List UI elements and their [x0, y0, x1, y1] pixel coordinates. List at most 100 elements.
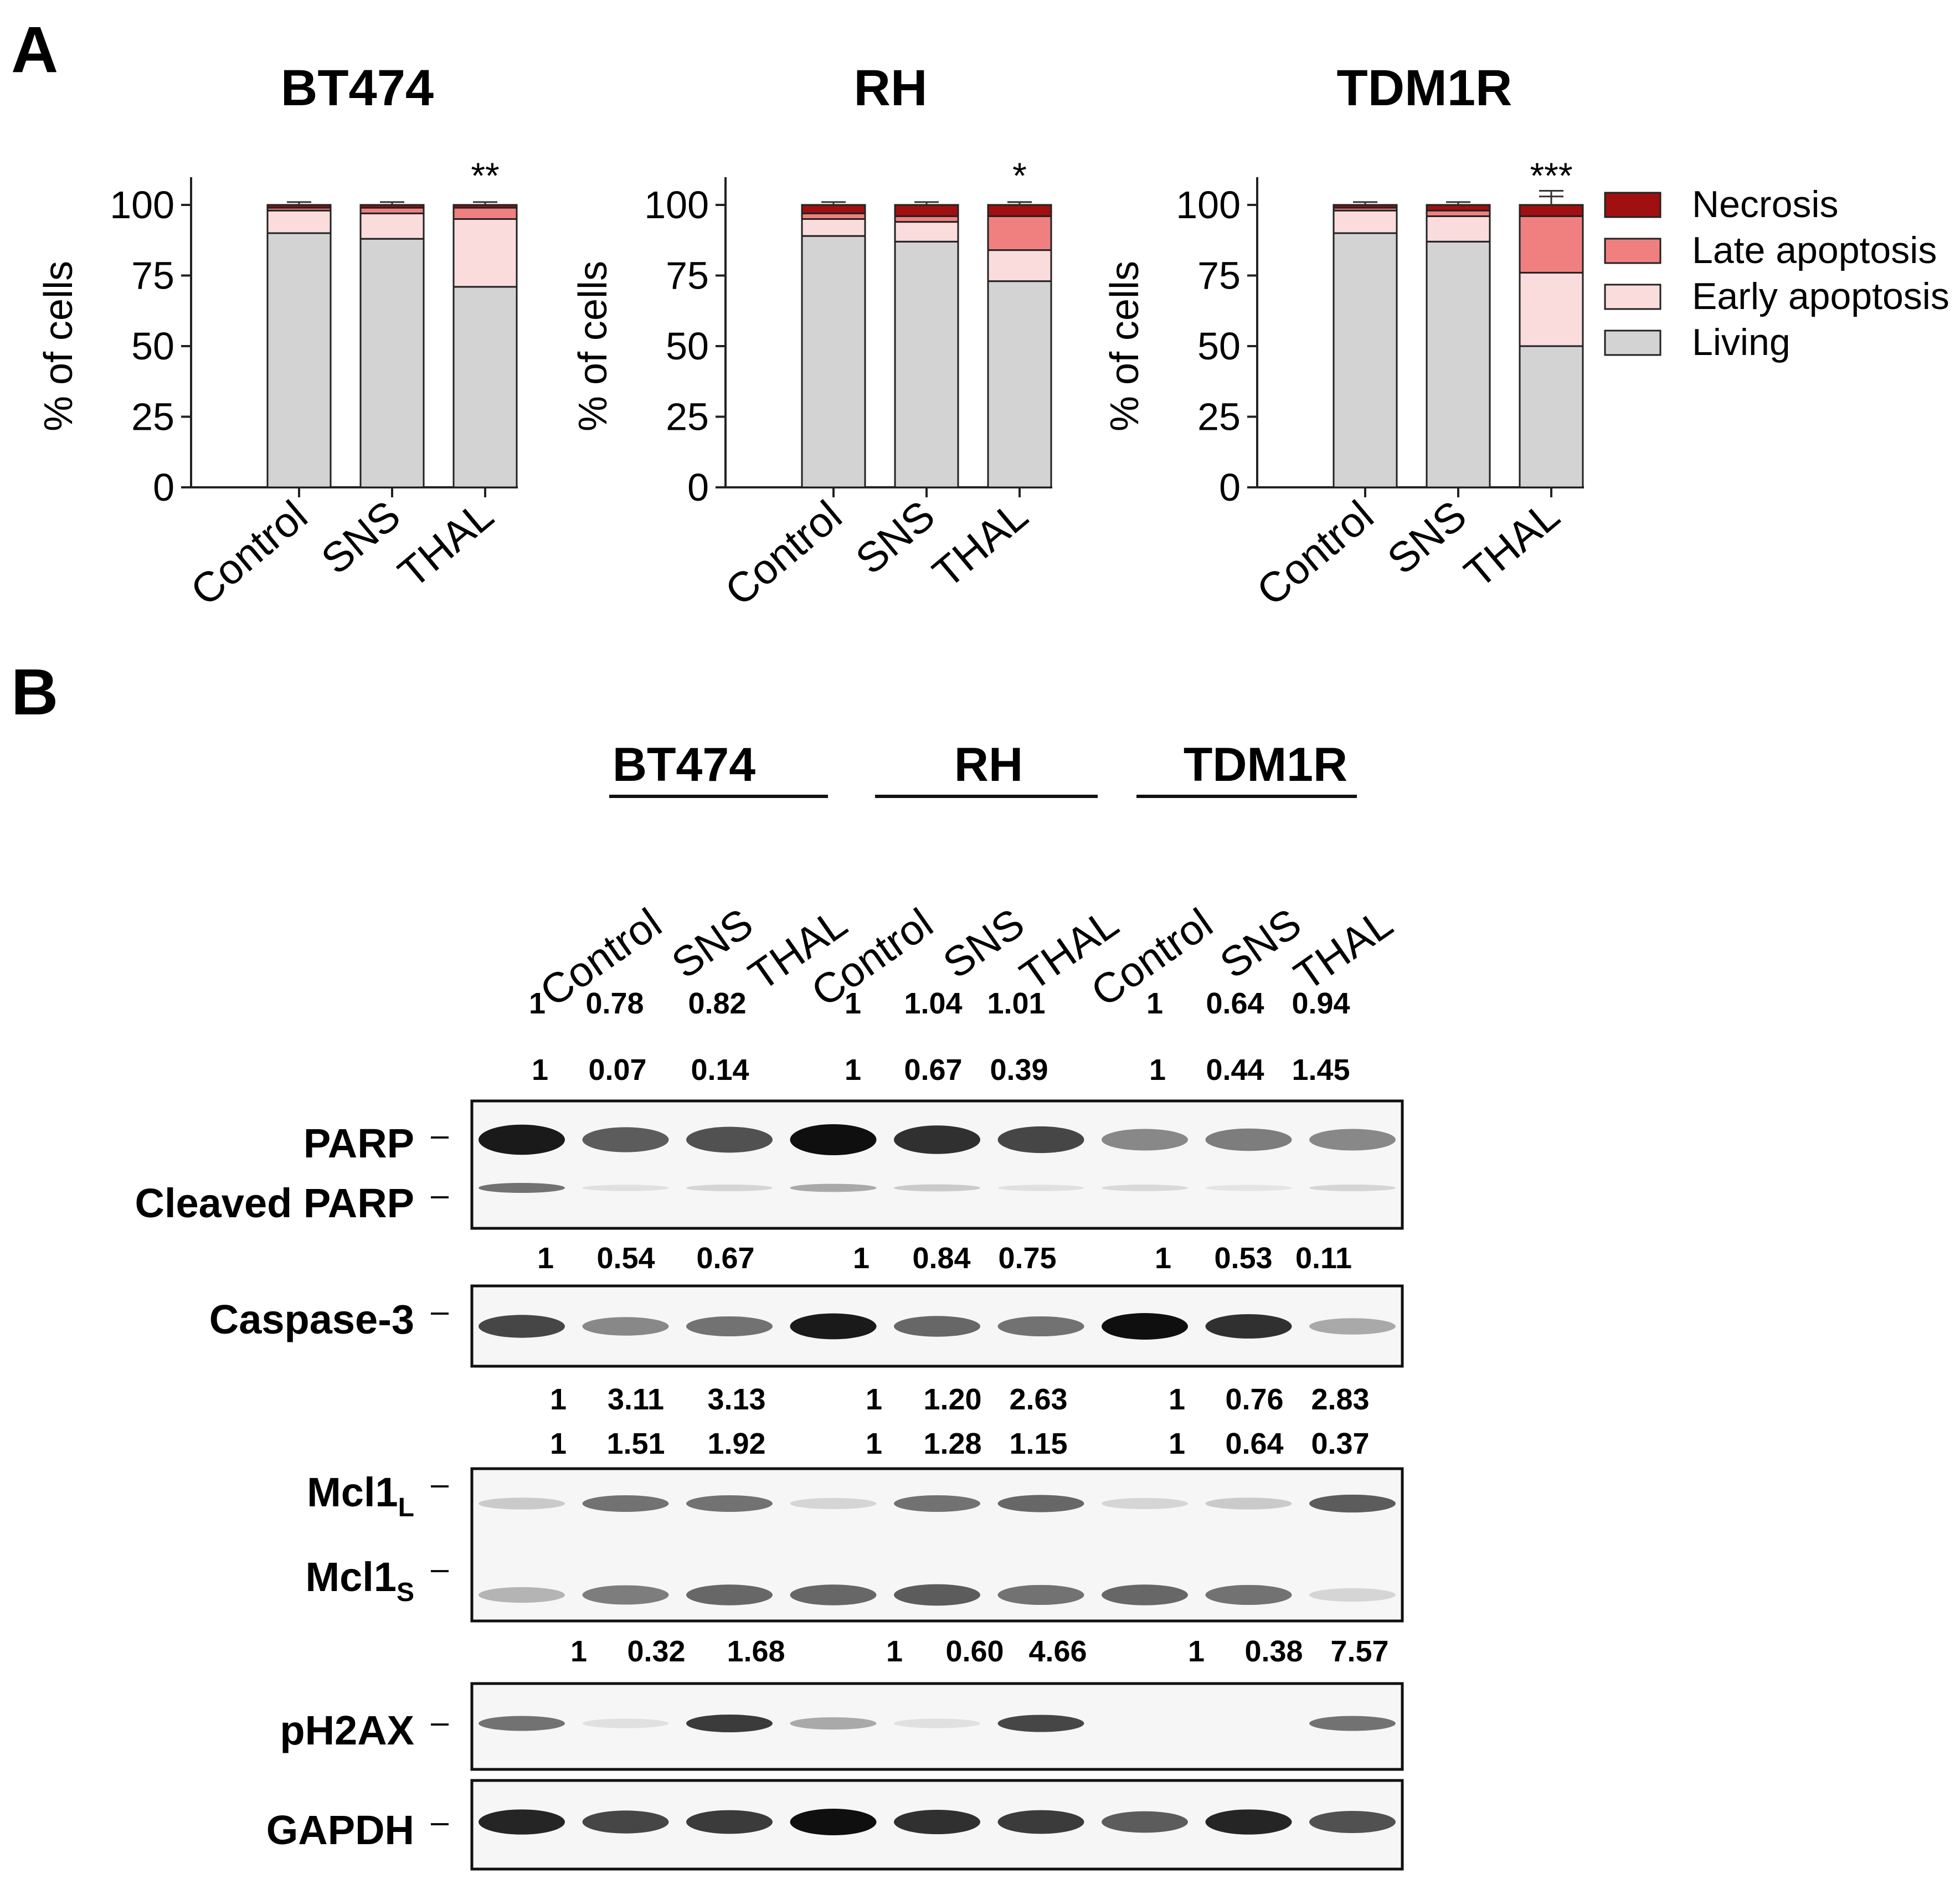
- band-parp: [997, 1126, 1084, 1154]
- quant-value: 0.39: [990, 1053, 1048, 1087]
- band-parp: [582, 1127, 669, 1152]
- y-tick-label: 25: [1197, 395, 1241, 439]
- panel-a-label: A: [11, 13, 58, 86]
- x-tick-label: Control: [1248, 492, 1382, 615]
- legend-entry: Early apoptosis: [1692, 275, 1949, 317]
- bar-segment-early-apoptosis: [452, 218, 518, 288]
- bar-segment-living: [1519, 345, 1584, 488]
- y-tick-label: 25: [131, 395, 174, 439]
- band-caspase-3: [1102, 1313, 1188, 1340]
- quant-value: 1: [570, 1635, 587, 1668]
- band-cleaved-parp: [790, 1183, 877, 1192]
- y-tick-label: 50: [666, 325, 709, 368]
- quant-value: 2.83: [1311, 1383, 1369, 1416]
- bar-segment-late-apoptosis: [1426, 209, 1491, 217]
- legend-swatch: [1604, 330, 1661, 356]
- bar-segment-necrosis: [1426, 204, 1491, 212]
- band-gapdh: [894, 1809, 980, 1835]
- band-mcl1-l: [894, 1495, 980, 1512]
- y-axis-label: % of cells: [37, 261, 81, 431]
- y-tick-label: 75: [131, 254, 174, 297]
- legend-swatch: [1604, 192, 1661, 218]
- bar-segment-early-apoptosis: [266, 209, 332, 234]
- quant-value: 1: [866, 1383, 882, 1416]
- y-tick-label: 50: [131, 325, 174, 368]
- significance-marker: **: [471, 155, 499, 196]
- y-tick-label: 100: [1176, 183, 1241, 227]
- band-parp: [1309, 1129, 1396, 1151]
- quant-value: 1: [845, 987, 861, 1020]
- x-tick-label: SNS: [847, 492, 944, 584]
- band-mcl1-l: [686, 1495, 773, 1512]
- chart-title: TDM1R: [1337, 60, 1513, 116]
- bar-segment-necrosis: [452, 204, 518, 209]
- quant-value: 2.63: [1009, 1383, 1067, 1416]
- protein-label-mcl1-s: Mcl1S: [305, 1554, 414, 1607]
- quant-value: 1.28: [923, 1427, 981, 1460]
- quant-value: 1: [1188, 1635, 1205, 1668]
- band-mcl1-s: [1102, 1584, 1188, 1605]
- protein-label-gapdh: GAPDH: [266, 1807, 414, 1853]
- band-cleaved-parp: [997, 1185, 1084, 1191]
- quant-value: 0.11: [1295, 1242, 1352, 1275]
- quant-value: 0.14: [691, 1053, 749, 1087]
- band-mcl1-s: [686, 1584, 773, 1605]
- quant-value: 1.01: [987, 987, 1045, 1020]
- chart-title: BT474: [281, 60, 434, 116]
- quant-value: 1.15: [1009, 1427, 1067, 1460]
- y-tick-label: 75: [666, 254, 709, 297]
- y-tick-label: 75: [1197, 254, 1241, 297]
- y-tick-label: 100: [644, 183, 709, 227]
- band-caspase-3: [479, 1315, 565, 1338]
- x-tick-label: Control: [717, 492, 851, 615]
- bar-segment-late-apoptosis: [801, 212, 866, 220]
- significance-marker: *: [1012, 155, 1027, 196]
- band-cleaved-parp: [582, 1185, 669, 1191]
- panel-b-label: B: [11, 656, 58, 729]
- band-gapdh: [1102, 1811, 1188, 1833]
- cell-line-header: BT474: [613, 738, 755, 791]
- band-cleaved-parp: [1205, 1185, 1292, 1191]
- band-gapdh: [479, 1809, 565, 1835]
- y-tick-label: 0: [1219, 466, 1241, 509]
- protein-label-parp: PARP: [303, 1120, 414, 1166]
- protein-label-mcl1-l-subscript: L: [398, 1493, 414, 1522]
- bar-segment-early-apoptosis: [1519, 271, 1584, 347]
- chart-title: RH: [854, 60, 928, 116]
- quant-value: 0.37: [1311, 1427, 1369, 1460]
- quant-value: 0.75: [998, 1242, 1056, 1275]
- x-tick-label: SNS: [313, 492, 409, 584]
- band-mcl1-s: [1309, 1588, 1396, 1602]
- quant-value: 0.82: [688, 987, 746, 1020]
- quant-value: 0.64: [1206, 987, 1264, 1020]
- bar-segment-living: [1426, 240, 1491, 488]
- bar-segment-necrosis: [987, 204, 1052, 217]
- band-mcl1-s: [479, 1587, 565, 1603]
- quant-value: 1: [1169, 1383, 1185, 1416]
- bar-segment-late-apoptosis: [987, 215, 1052, 251]
- bar-segment-early-apoptosis: [894, 221, 959, 243]
- x-tick-label: THAL: [1455, 492, 1568, 597]
- band-ph2ax: [894, 1718, 980, 1728]
- quant-value: 0.67: [904, 1053, 962, 1087]
- y-tick-label: 50: [1197, 325, 1241, 368]
- bar-segment-early-apoptosis: [1426, 215, 1491, 243]
- quant-value: 0.54: [596, 1242, 655, 1275]
- quant-value: 1: [1155, 1242, 1171, 1275]
- band-ph2ax: [997, 1715, 1084, 1732]
- x-tick-label: THAL: [924, 492, 1036, 597]
- band-cleaved-parp: [479, 1182, 565, 1193]
- quant-value: 0.32: [627, 1635, 685, 1668]
- bar-segment-necrosis: [1519, 204, 1584, 217]
- bar-segment-living: [987, 280, 1052, 488]
- band-ph2ax: [686, 1714, 773, 1733]
- band-ph2ax: [1309, 1716, 1396, 1731]
- protein-label-mcl1-s-subscript: S: [397, 1578, 414, 1607]
- band-mcl1-l: [1309, 1494, 1396, 1513]
- band-ph2ax: [479, 1716, 565, 1731]
- legend-entry: Necrosis: [1692, 183, 1839, 225]
- bar-segment-living: [801, 235, 866, 488]
